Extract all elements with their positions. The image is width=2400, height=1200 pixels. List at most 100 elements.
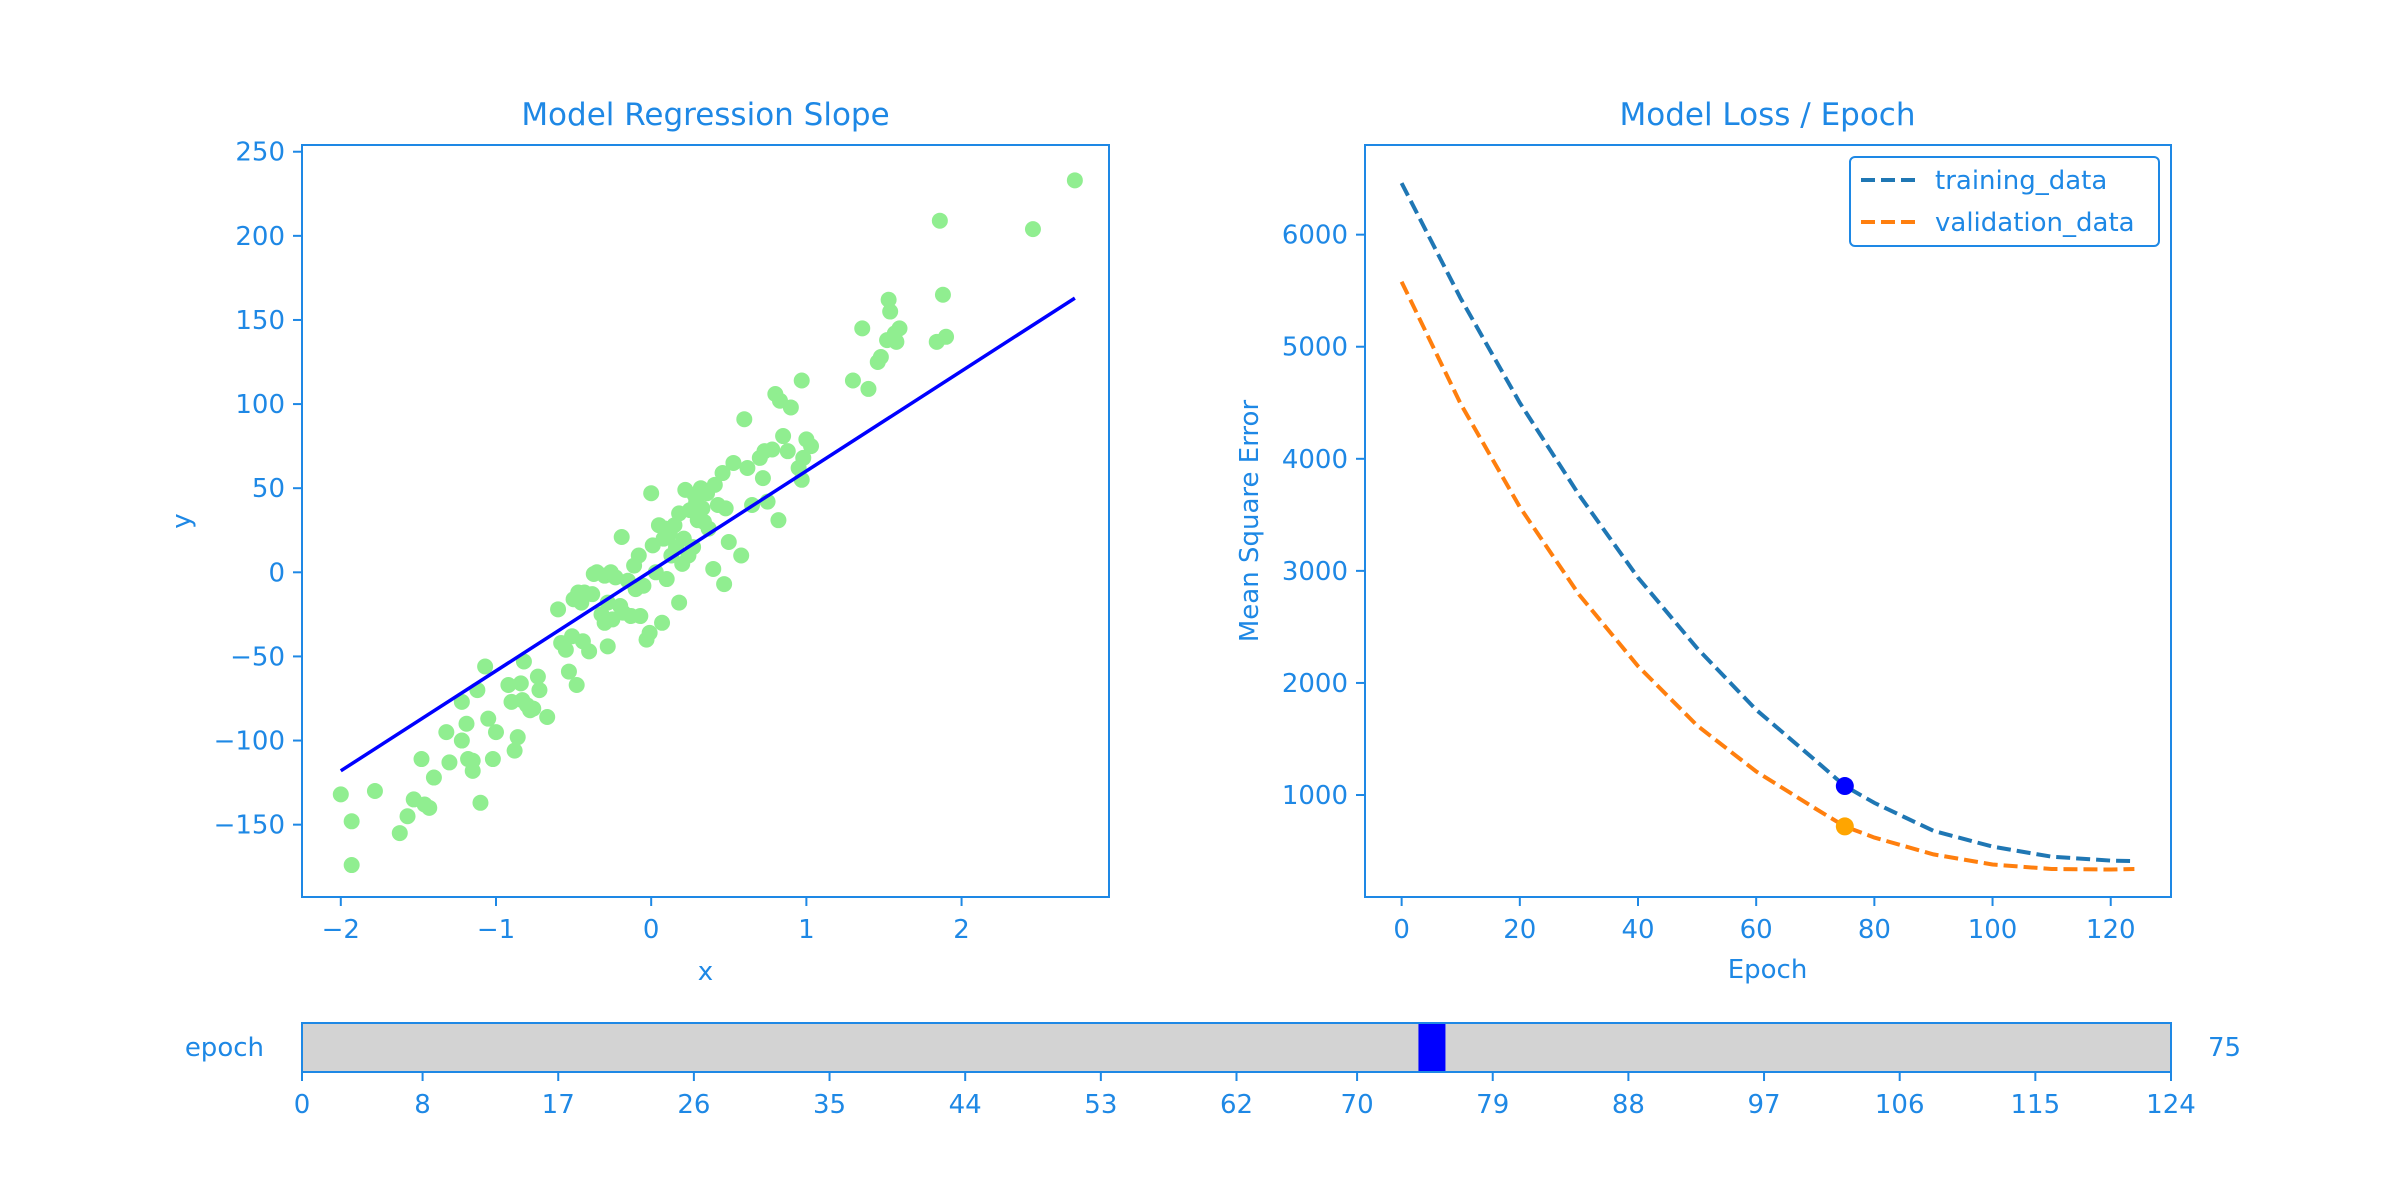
slider-value: 75	[2208, 1033, 2241, 1063]
x-tick-label: 120	[2086, 915, 2136, 945]
scatter-point	[425, 769, 442, 786]
loss-y-label: Mean Square Error	[1235, 400, 1265, 643]
y-tick-label: 6000	[1282, 221, 1348, 251]
scatter-point	[529, 668, 546, 685]
slider-tick-label: 8	[414, 1090, 431, 1120]
regression-y-ticks: −150 −100 −50 0 50 100 150 200 250	[214, 138, 302, 841]
scatter-point	[779, 443, 796, 460]
legend-training-label: training_data	[1935, 166, 2107, 196]
scatter-point	[464, 752, 481, 769]
scatter-point	[671, 594, 688, 611]
slider-tick-label: 97	[1747, 1090, 1780, 1120]
scatter-point	[607, 569, 624, 586]
scatter-point	[888, 333, 905, 350]
slider-tick-label: 70	[1341, 1090, 1374, 1120]
scatter-point	[441, 754, 458, 771]
slider-tick-label: 0	[294, 1090, 311, 1120]
scatter-point	[635, 577, 652, 594]
scatter-point	[453, 732, 470, 749]
scatter-point	[332, 786, 349, 803]
y-tick-label: 5000	[1282, 333, 1348, 363]
scatter-point	[736, 411, 753, 428]
scatter-point	[487, 724, 504, 741]
regression-y-label: y	[167, 513, 197, 528]
slider-tick-label: 88	[1612, 1090, 1645, 1120]
validation-epoch-marker	[1835, 817, 1854, 836]
scatter-point	[399, 808, 416, 825]
scatter-point	[366, 783, 383, 800]
scatter-point	[630, 547, 647, 564]
regression-chart: Model Regression Slope −2 −1 0 1 2 −150−100−…	[167, 97, 1110, 987]
scatter-point	[880, 291, 897, 308]
regression-chart-title: Model Regression Slope	[521, 97, 889, 133]
scatter-point	[539, 708, 556, 725]
training-epoch-marker	[1835, 777, 1854, 796]
scatter-point	[803, 438, 820, 455]
scatter-point	[717, 500, 734, 517]
scatter-point	[641, 624, 658, 641]
scatter-point	[938, 328, 955, 345]
training-data-line	[1399, 182, 2135, 864]
x-tick-label: 20	[1503, 915, 1536, 945]
regression-x-ticks: −2 −1 0 1 2	[322, 897, 970, 945]
scatter-point	[484, 751, 501, 768]
scatter-point	[658, 571, 675, 588]
loss-plot-frame	[1364, 144, 2172, 898]
legend-frame	[1849, 156, 2160, 247]
x-tick-label: 60	[1740, 915, 1773, 945]
scatter-point	[1024, 221, 1041, 238]
scatter-point	[754, 470, 771, 487]
slider-tick-label: 35	[813, 1090, 846, 1120]
y-tick-label: −50	[230, 642, 285, 672]
scatter-point	[343, 813, 360, 830]
scatter-point	[733, 547, 750, 564]
legend-validation-label: validation_data	[1935, 208, 2135, 238]
slider-tick-label: 62	[1220, 1090, 1253, 1120]
y-tick-label: 250	[235, 138, 285, 168]
scatter-point	[500, 677, 517, 694]
scatter-point	[720, 534, 737, 551]
scatter-point	[509, 729, 526, 746]
x-tick-label: 80	[1858, 915, 1891, 945]
slider-handle[interactable]	[1418, 1023, 1446, 1072]
epoch-slider[interactable]: epoch 0 8 17 26 35 44 53 62 70 79 88 97 106 115 124 75	[185, 1022, 2241, 1120]
scatter-point	[438, 724, 455, 741]
slider-tick-label: 115	[2011, 1090, 2061, 1120]
slider-tick-label: 26	[677, 1090, 710, 1120]
slider-tick-label: 17	[542, 1090, 575, 1120]
scatter-point	[421, 799, 438, 816]
scatter-point	[506, 742, 523, 759]
x-tick-label: 2	[953, 915, 970, 945]
scatter-point	[934, 286, 951, 303]
scatter-point	[714, 465, 731, 482]
scatter-point	[716, 576, 733, 593]
x-tick-label: 100	[1968, 915, 2018, 945]
scatter-point	[557, 641, 574, 658]
x-tick-label: −1	[477, 915, 515, 945]
scatter-point	[477, 658, 494, 675]
scatter-point	[599, 594, 616, 611]
scatter-point	[775, 428, 792, 445]
scatter-point	[705, 560, 722, 577]
scatter-point	[584, 586, 601, 603]
slider-track[interactable]	[302, 1023, 2171, 1072]
slider-tick-label: 106	[1875, 1090, 1925, 1120]
scatter-point	[391, 825, 408, 842]
y-tick-label: 2000	[1282, 669, 1348, 699]
scatter-point	[782, 399, 799, 416]
slider-tick-label: 53	[1084, 1090, 1117, 1120]
y-tick-label: 4000	[1282, 445, 1348, 475]
regression-plot-frame	[301, 144, 1110, 898]
scatter-point	[568, 677, 585, 694]
scatter-point	[413, 751, 430, 768]
scatter-point	[581, 643, 598, 660]
slider-tick-label: 79	[1476, 1090, 1509, 1120]
y-tick-label: 200	[235, 222, 285, 252]
y-tick-label: −100	[214, 727, 285, 757]
y-tick-label: 50	[252, 474, 285, 504]
scatter-points	[332, 172, 1083, 874]
scatter-point	[706, 476, 723, 493]
scatter-point	[931, 212, 948, 229]
scatter-point	[643, 485, 660, 502]
